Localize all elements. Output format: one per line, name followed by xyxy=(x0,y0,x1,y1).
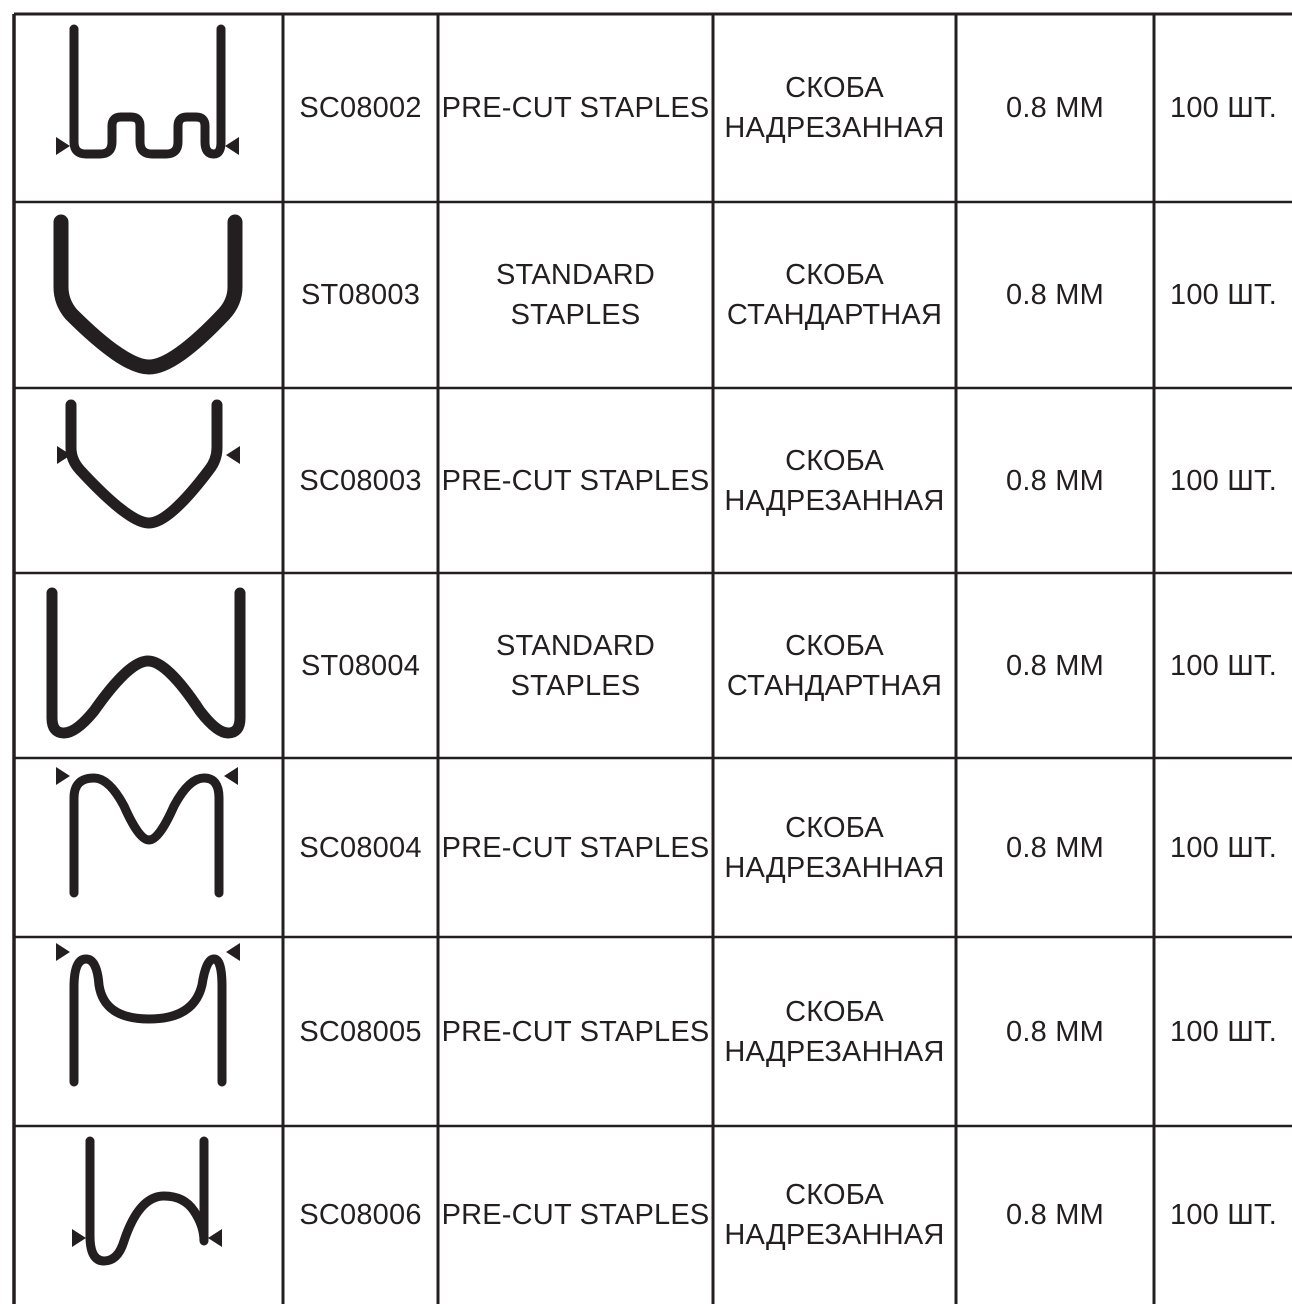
product-name-en-line: STAPLES xyxy=(510,299,641,331)
pre-cut-v-staple-icon xyxy=(57,399,240,529)
product-name-en-line: PRE-CUT STAPLES xyxy=(441,831,710,864)
product-name-ru-line: НАДРЕЗАННАЯ xyxy=(724,1035,945,1068)
product-code: SC08002 xyxy=(299,92,422,124)
product-code: SC08003 xyxy=(299,464,422,497)
product-name-ru: СКОБА НАДРЕЗАННАЯ xyxy=(714,758,955,937)
pre-cut-s-curve-staple-icon xyxy=(72,1136,222,1266)
product-name-ru: СКОБА СТАНДАРТНАЯ xyxy=(714,573,955,758)
package-quantity: 100 ШТ. xyxy=(1170,279,1277,311)
product-name-ru-line: СКОБА xyxy=(785,629,884,662)
wire-size: 0.8 MM xyxy=(1006,279,1104,311)
product-name-ru-line: НАДРЕЗАННАЯ xyxy=(724,851,945,884)
staple-shape-cell xyxy=(14,573,282,758)
table-row: ST08003 STANDARD STAPLES СКОБА СТАНДАРТНАЯ 0.… xyxy=(0,202,1292,388)
pre-cut-double-loop-staple-icon xyxy=(56,24,239,159)
product-code: SC08006 xyxy=(299,1199,422,1231)
product-name-en: PRE-CUT STAPLES xyxy=(439,1126,712,1304)
product-name-ru-line: СКОБА xyxy=(785,811,884,844)
package-quantity: 100 ШТ. xyxy=(1170,92,1277,124)
product-name-en-line: STANDARD xyxy=(496,259,655,291)
package-quantity: 100 ШТ. xyxy=(1170,831,1277,864)
table-row: SC08003 PRE-CUT STAPLES СКОБА НАДРЕЗАННАЯ 0.… xyxy=(0,388,1292,573)
wire-size: 0.8 MM xyxy=(1006,464,1104,497)
product-name-ru: СКОБА НАДРЕЗАННАЯ xyxy=(714,388,955,573)
product-name-en: PRE-CUT STAPLES xyxy=(439,758,712,937)
table-row: ST08004 STANDARD STAPLES СКОБА СТАНДАРТНАЯ 0.… xyxy=(0,573,1292,758)
product-name-en-line: STANDARD xyxy=(496,629,655,662)
product-name-en-line: PRE-CUT STAPLES xyxy=(441,1199,710,1231)
wire-size: 0.8 MM xyxy=(1006,92,1104,124)
product-name-ru-line: СКОБА xyxy=(785,1179,884,1211)
staple-shape-cell xyxy=(14,14,282,202)
product-name-en-line: PRE-CUT STAPLES xyxy=(441,464,710,497)
staple-shape-cell xyxy=(14,388,282,573)
product-name-en: PRE-CUT STAPLES xyxy=(439,14,712,202)
product-name-en: STANDARD STAPLES xyxy=(439,573,712,758)
staple-shape-cell xyxy=(14,758,282,937)
product-code: SC08005 xyxy=(299,1015,422,1048)
pre-cut-inner-u-staple-icon xyxy=(56,943,240,1087)
product-code: SC08004 xyxy=(299,831,422,864)
staple-shape-cell xyxy=(14,202,282,388)
product-name-ru-line: НАДРЕЗАННАЯ xyxy=(724,484,945,517)
table-row: SC08005 PRE-CUT STAPLES СКОБА НАДРЕЗАННАЯ 0.… xyxy=(0,937,1292,1126)
package-quantity: 100 ШТ. xyxy=(1170,649,1277,682)
product-name-ru: СКОБА НАДРЕЗАННАЯ xyxy=(714,1126,955,1304)
product-name-en: STANDARD STAPLES xyxy=(439,202,712,388)
product-name-ru-line: СКОБА xyxy=(785,72,884,104)
product-name-en: PRE-CUT STAPLES xyxy=(439,937,712,1126)
package-quantity: 100 ШТ. xyxy=(1170,1015,1277,1048)
product-name-en-line: STAPLES xyxy=(510,669,641,702)
package-quantity: 100 ШТ. xyxy=(1170,1199,1277,1231)
product-name-en: PRE-CUT STAPLES xyxy=(439,388,712,573)
product-name-ru-line: СКОБА xyxy=(785,995,884,1028)
staple-shape-cell xyxy=(14,1126,282,1304)
table-row: SC08006 PRE-CUT STAPLES СКОБА НАДРЕЗАННАЯ 0.… xyxy=(0,1126,1292,1304)
standard-v-staple-icon xyxy=(53,214,243,375)
product-name-ru: СКОБА НАДРЕЗАННАЯ xyxy=(714,937,955,1126)
product-name-ru: СКОБА НАДРЕЗАННАЯ xyxy=(714,14,955,202)
product-name-ru-line: СКОБА xyxy=(785,259,884,291)
product-code: ST08004 xyxy=(300,649,421,682)
wire-size: 0.8 MM xyxy=(1006,1199,1104,1231)
product-name-ru-line: НАДРЕЗАННАЯ xyxy=(724,112,945,144)
product-name-en-line: PRE-CUT STAPLES xyxy=(441,1015,710,1048)
product-name-ru-line: СТАНДАРТНАЯ xyxy=(726,299,943,331)
product-name-ru-line: СТАНДАРТНАЯ xyxy=(726,669,943,702)
wire-size: 0.8 MM xyxy=(1006,831,1104,864)
wire-size: 0.8 MM xyxy=(1006,649,1104,682)
pre-cut-m-staple-icon xyxy=(56,767,238,898)
package-quantity: 100 ШТ. xyxy=(1170,464,1277,497)
product-code: ST08003 xyxy=(300,279,421,311)
standard-wave-staple-icon xyxy=(46,587,246,739)
table-row: SC08004 PRE-CUT STAPLES СКОБА НАДРЕЗАННАЯ 0.… xyxy=(0,758,1292,937)
product-name-ru-line: СКОБА xyxy=(785,444,884,477)
product-name-ru: СКОБА СТАНДАРТНАЯ xyxy=(714,202,955,388)
staple-shape-cell xyxy=(14,937,282,1126)
product-name-en-line: PRE-CUT STAPLES xyxy=(441,92,710,124)
table-row: SC08002 PRE-CUT STAPLES СКОБА НАДРЕЗАННАЯ 0.… xyxy=(0,14,1292,202)
wire-size: 0.8 MM xyxy=(1006,1015,1104,1048)
product-name-ru-line: НАДРЕЗАННАЯ xyxy=(724,1219,945,1251)
